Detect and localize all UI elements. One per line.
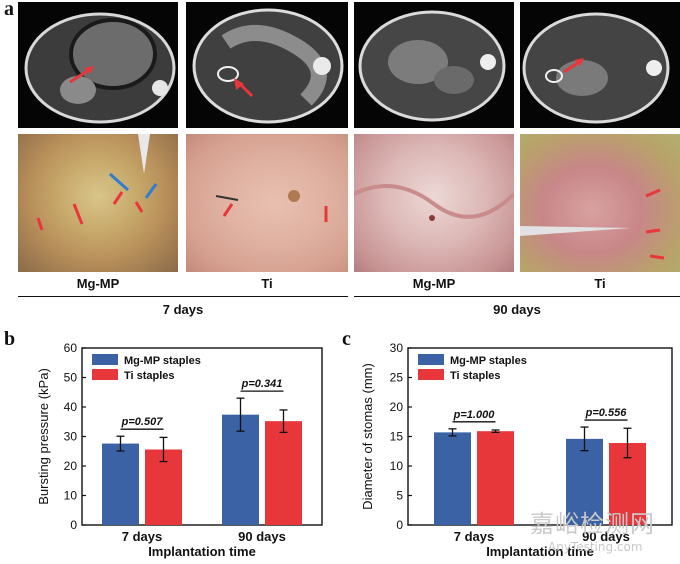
caption-mg-7days: Mg-MP	[76, 276, 120, 291]
y-tick-label: 15	[390, 430, 404, 444]
group-label-90days: 90 days	[493, 302, 541, 317]
y-tick-label: 30	[390, 341, 404, 355]
ct-scan-ti-90days-drawing	[522, 12, 670, 124]
legend-entry: Mg-MP staples	[450, 355, 527, 367]
caption-mg-90days: Mg-MP	[412, 276, 456, 291]
tissue-photo-ti-7days-markers	[215, 190, 328, 222]
tissue-photo-mg-90days	[354, 134, 514, 272]
tissue-photo-mg-90days-markers	[354, 184, 514, 221]
group-label-7days: 7 days	[162, 302, 204, 317]
x-tick-label: 7 days	[122, 529, 162, 544]
p-value-annotation: p=0.341	[241, 378, 283, 390]
legend-swatch	[92, 354, 118, 365]
watermark-en: AnyTesting.com	[548, 540, 643, 554]
y-tick-label: 25	[390, 371, 404, 385]
ct-scan-mg-7days	[18, 2, 178, 128]
x-tick-label: 90 days	[238, 529, 286, 544]
panel-a-letter: a	[4, 0, 14, 20]
legend-entry: Mg-MP staples	[124, 355, 201, 367]
y-axis-label: Bursting pressure (kPa)	[36, 368, 51, 505]
group-rule-7days	[18, 296, 348, 297]
ct-scan-ti-90days	[520, 2, 680, 128]
y-tick-label: 0	[396, 518, 403, 532]
bar	[265, 421, 302, 525]
p-value-annotation: p=0.556	[585, 407, 628, 419]
bursting-pressure-chart: 0 10 20 30 40 50 60 Bursting pressure (kPa) p=0.…	[36, 341, 323, 559]
legend-swatch	[418, 354, 444, 365]
caption-ti-90days: Ti	[594, 276, 606, 291]
group-rule-90days	[354, 296, 680, 297]
legend-entry: Ti staples	[124, 370, 175, 382]
x-axis-label: Implantation time	[486, 544, 594, 559]
bar	[477, 431, 514, 525]
bar	[434, 432, 471, 525]
y-tick-label: 20	[390, 400, 404, 414]
x-tick-label: 90 days	[582, 529, 630, 544]
tissue-photo-mg-7days-markers	[36, 134, 158, 231]
ct-scan-mg-90days	[354, 2, 514, 128]
tissue-photo-ti-90days	[520, 134, 680, 272]
ct-scan-mg-90days-drawing	[358, 10, 506, 122]
y-tick-label: 30	[64, 430, 78, 444]
tissue-photo-mg-7days	[18, 134, 178, 272]
bar	[566, 438, 603, 525]
legend-swatch	[418, 369, 444, 380]
y-tick-label: 60	[64, 341, 78, 355]
bar	[102, 443, 139, 525]
y-tick-label: 10	[64, 489, 78, 503]
ct-scan-mg-7days-drawing	[24, 12, 176, 124]
y-tick-label: 50	[64, 371, 78, 385]
ct-scan-ti-7days	[186, 2, 348, 128]
caption-ti-7days: Ti	[261, 276, 273, 291]
y-tick-label: 10	[390, 459, 404, 473]
panel-b-letter: b	[4, 328, 16, 350]
watermark-cn: 嘉峪检测网	[530, 510, 655, 538]
y-tick-label: 5	[396, 489, 403, 503]
bar	[222, 414, 259, 525]
ct-scan-ti-7days-drawing	[192, 8, 344, 124]
panel-c-letter: c	[342, 328, 351, 350]
legend-entry: Ti staples	[450, 370, 501, 382]
p-value-annotation: p=0.507	[121, 416, 164, 428]
y-tick-label: 0	[70, 518, 77, 532]
tissue-photo-ti-7days	[186, 134, 348, 272]
x-axis-label: Implantation time	[148, 544, 256, 559]
legend-swatch	[92, 369, 118, 380]
p-value-annotation: p=1.000	[453, 409, 496, 421]
tissue-photo-ti-90days-markers	[520, 188, 665, 260]
y-axis-label: Diameter of stomas (mm)	[360, 363, 375, 510]
x-tick-label: 7 days	[454, 529, 494, 544]
stoma-diameter-chart: 0 5 10 15 20 25 30 Diameter of stomas (mm) p=1.0…	[360, 341, 673, 559]
y-tick-label: 40	[64, 400, 78, 414]
y-tick-label: 20	[64, 459, 78, 473]
